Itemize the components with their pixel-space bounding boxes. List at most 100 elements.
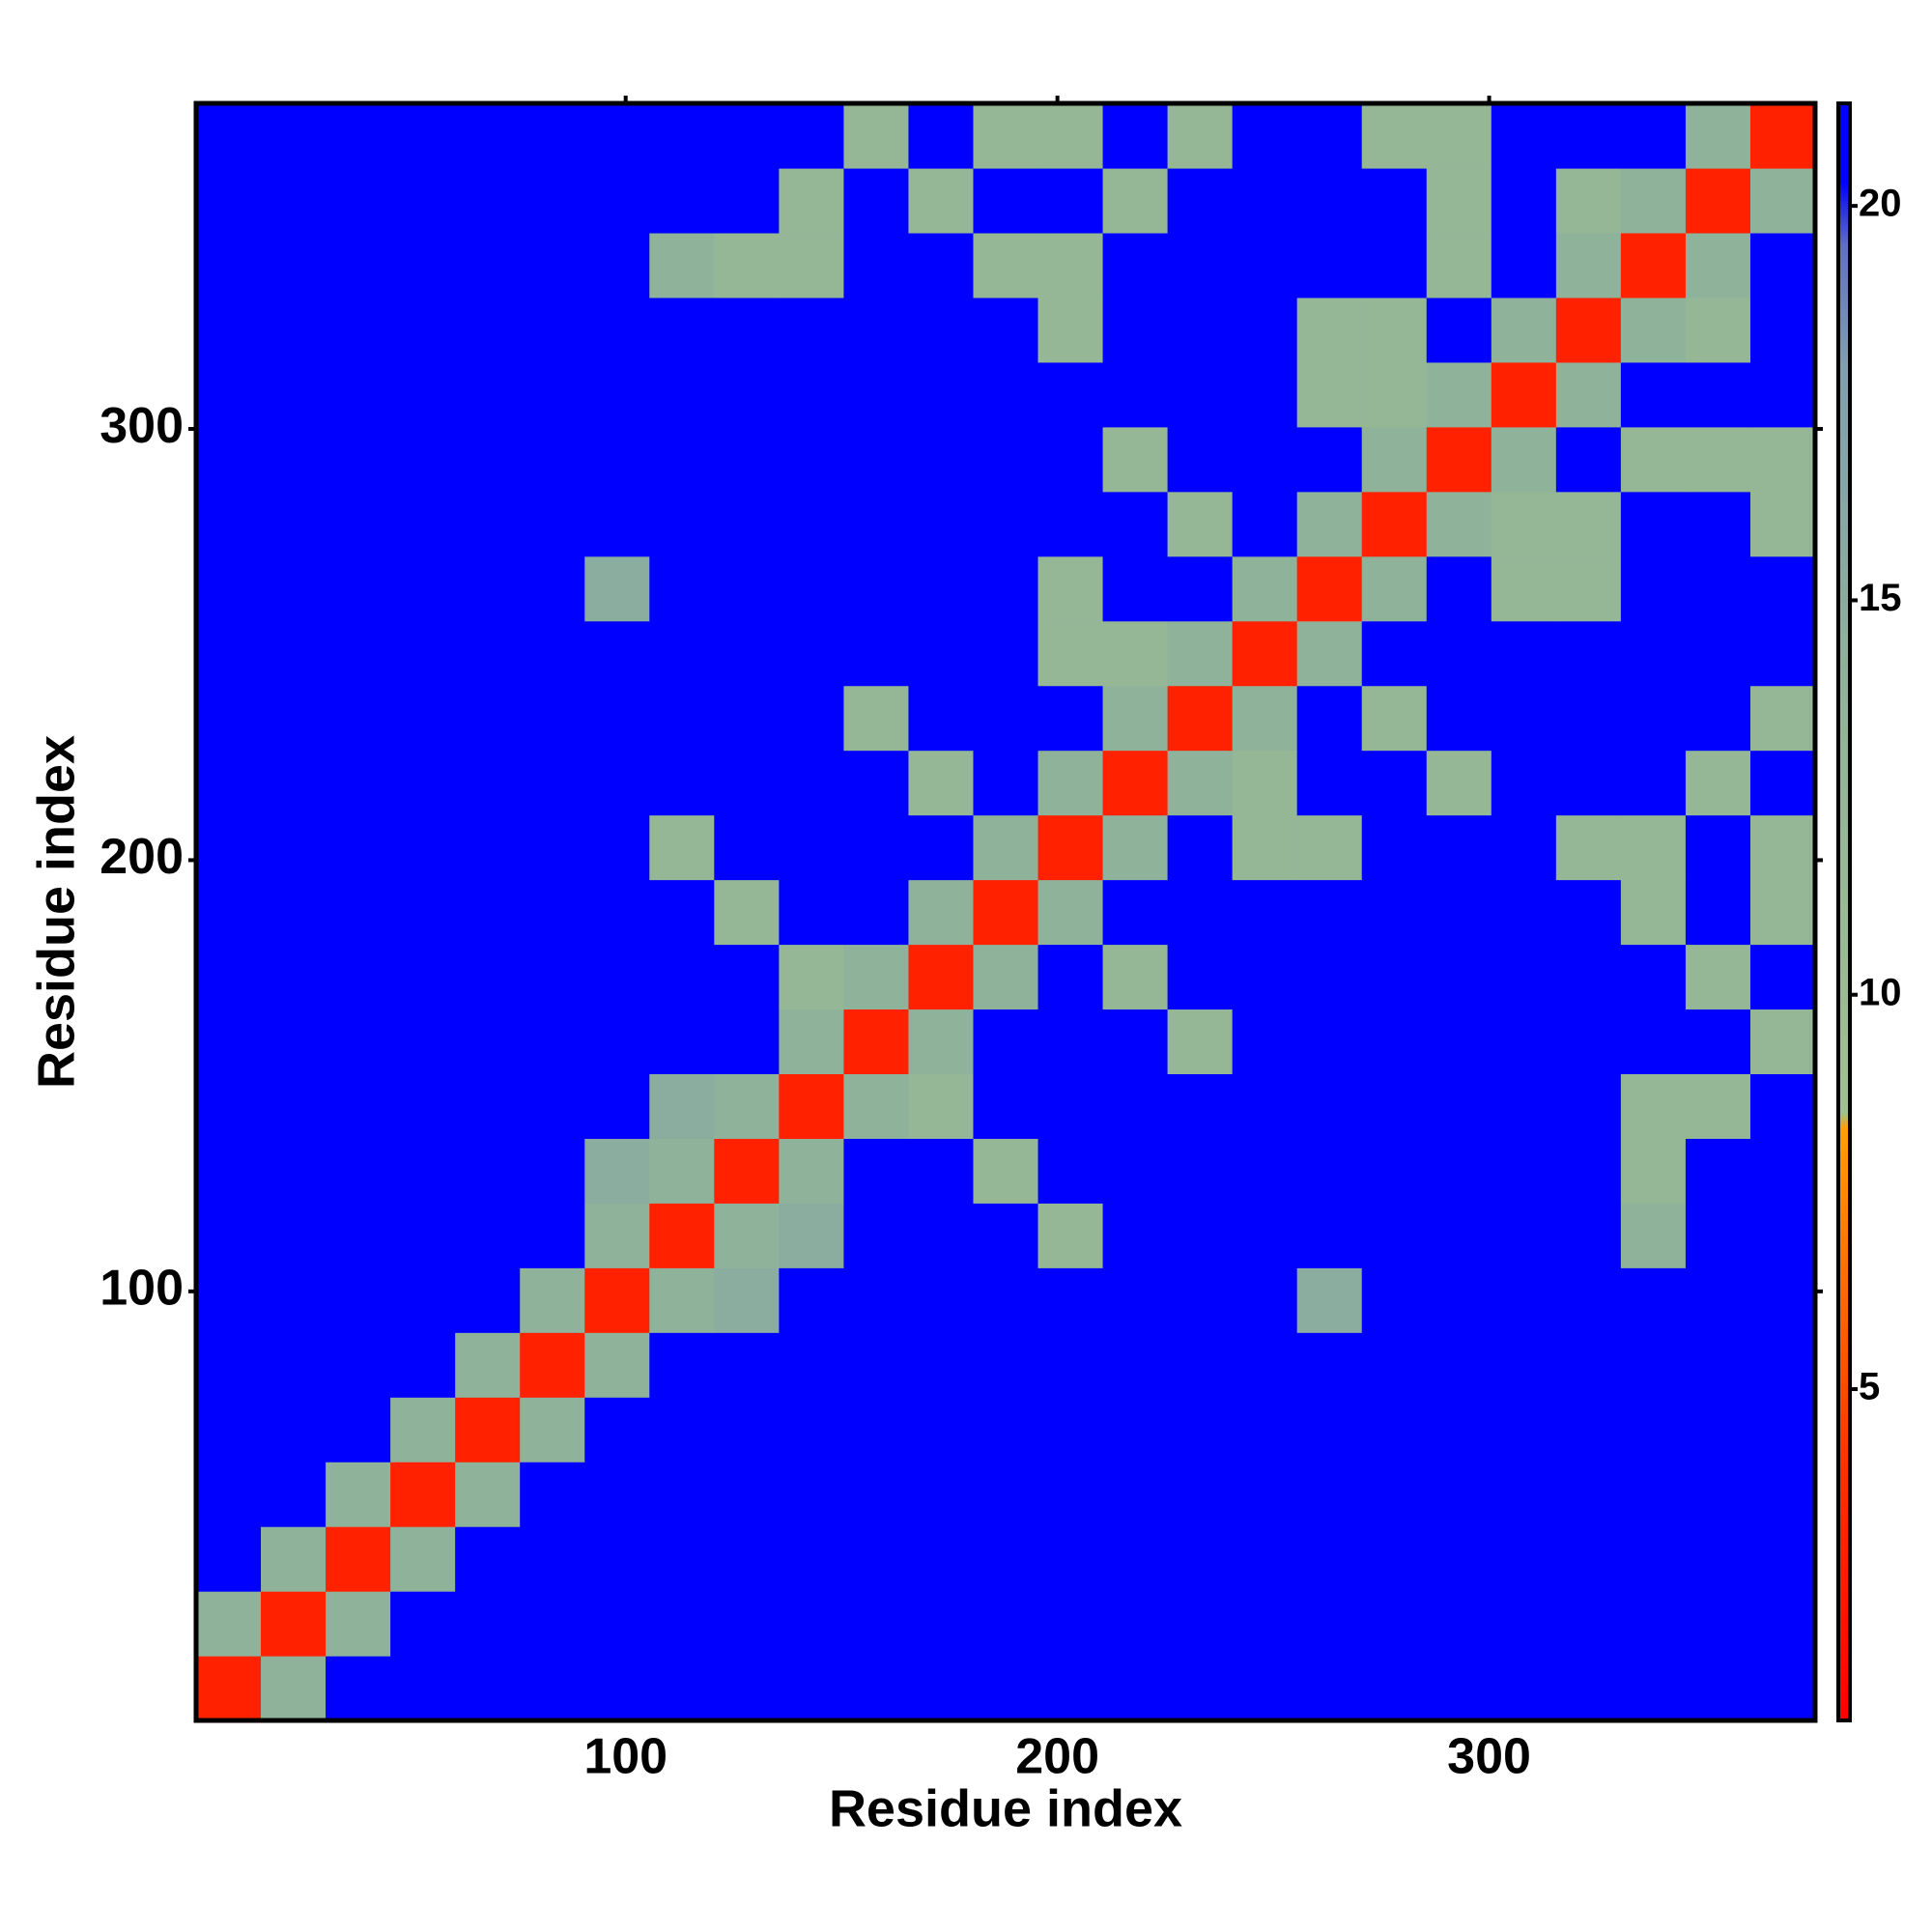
heatmap-cell [1685, 1656, 1751, 1721]
heatmap-cell [1232, 1203, 1298, 1268]
heatmap-cell [196, 1138, 262, 1204]
heatmap-cell [326, 685, 391, 752]
heatmap-cell [1102, 555, 1169, 622]
heatmap-cell [584, 620, 650, 687]
heatmap-cell [326, 1009, 391, 1074]
heatmap-cell [1426, 879, 1492, 946]
heatmap-cell [326, 1462, 391, 1527]
heatmap-cell [520, 879, 585, 946]
heatmap-cell [1361, 1526, 1428, 1592]
heatmap-cell [455, 426, 521, 493]
heatmap-cell [779, 944, 844, 1010]
heatmap-cell [1620, 944, 1687, 1010]
heatmap-cell [455, 1138, 521, 1204]
heatmap-cell [520, 1009, 585, 1074]
heatmap-cell [1361, 879, 1428, 946]
heatmap-cell [843, 1526, 910, 1592]
heatmap-cell [326, 426, 391, 493]
heatmap-cell [1232, 1591, 1298, 1657]
heatmap-cell [390, 1009, 456, 1074]
heatmap-cell [714, 232, 780, 298]
heatmap-cell [1037, 1073, 1104, 1139]
heatmap-cell [390, 814, 456, 881]
heatmap-cell [1749, 1267, 1816, 1333]
heatmap-cell [1232, 685, 1298, 752]
heatmap-cell [455, 1462, 521, 1527]
heatmap-cell [1555, 361, 1622, 428]
heatmap-cell [1426, 944, 1492, 1010]
heatmap-cell [973, 1267, 1039, 1333]
heatmap-cell [1555, 491, 1622, 557]
heatmap-cell [1426, 232, 1492, 298]
heatmap-cell [714, 1332, 780, 1398]
heatmap-cell [973, 491, 1039, 557]
heatmap-cell [1426, 1462, 1492, 1527]
heatmap-cell [1491, 1267, 1557, 1333]
heatmap-cell [261, 361, 327, 428]
heatmap-cell [1296, 1267, 1363, 1333]
heatmap-cell [843, 1656, 910, 1721]
heatmap-cell [1361, 685, 1428, 752]
heatmap-cell [649, 1203, 715, 1268]
heatmap-cell [1167, 167, 1234, 234]
heatmap-cell [1749, 1526, 1816, 1592]
heatmap-cell [779, 1526, 844, 1592]
heatmap-cell [1167, 1397, 1234, 1463]
heatmap-cell [1167, 814, 1234, 881]
heatmap-cell [1749, 426, 1816, 493]
heatmap-cell [714, 620, 780, 687]
heatmap-cell [1232, 944, 1298, 1010]
heatmap-cell [261, 685, 327, 752]
heatmap-cell [779, 1203, 844, 1268]
heatmap-cell [196, 491, 262, 557]
heatmap-cell [1749, 879, 1816, 946]
heatmap-cell [1491, 814, 1557, 881]
heatmap-cell [1426, 167, 1492, 234]
heatmap-cell [390, 167, 456, 234]
heatmap-cell [1037, 1138, 1104, 1204]
heatmap-cell [908, 361, 975, 428]
heatmap-cell [261, 1138, 327, 1204]
heatmap-cell [455, 1073, 521, 1139]
heatmap-cell [714, 361, 780, 428]
heatmap-cell [908, 1526, 975, 1592]
heatmap-cell [520, 1526, 585, 1592]
heatmap-cell [1167, 1332, 1234, 1398]
heatmap-cell [1685, 1591, 1751, 1657]
heatmap-cell [1361, 814, 1428, 881]
heatmap-cell [390, 555, 456, 622]
heatmap-cell [1361, 944, 1428, 1010]
heatmap-cell [843, 944, 910, 1010]
heatmap-cell [1296, 685, 1363, 752]
heatmap-cell [520, 1462, 585, 1527]
heatmap-cell [1232, 1397, 1298, 1463]
heatmap-cell [261, 1203, 327, 1268]
colorbar-tick-label: 10 [1859, 971, 1902, 1013]
heatmap-cell [520, 750, 585, 816]
heatmap-cell [1167, 685, 1234, 752]
heatmap-cell [714, 297, 780, 363]
heatmap-cell [1555, 620, 1622, 687]
heatmap-cell [1296, 103, 1363, 169]
heatmap-cell [649, 1138, 715, 1204]
heatmap-cell [1102, 103, 1169, 169]
heatmap-cell [779, 491, 844, 557]
heatmap-cell [326, 555, 391, 622]
heatmap-cell [520, 167, 585, 234]
heatmap-cell [908, 814, 975, 881]
heatmap-cell [1361, 1656, 1428, 1721]
heatmap-cell [1555, 1267, 1622, 1333]
heatmap-cell [1361, 103, 1428, 169]
heatmap-cell [1426, 1526, 1492, 1592]
heatmap-cell [1555, 1009, 1622, 1074]
heatmap-cell [455, 1332, 521, 1398]
heatmap-cell [261, 814, 327, 881]
heatmap-cell [1102, 426, 1169, 493]
heatmap-cell [1102, 1656, 1169, 1721]
heatmap-cell [1102, 1138, 1169, 1204]
heatmap-cell [326, 232, 391, 298]
heatmap-cell [1620, 814, 1687, 881]
heatmap-cell [649, 1591, 715, 1657]
heatmap-cell [1167, 1073, 1234, 1139]
